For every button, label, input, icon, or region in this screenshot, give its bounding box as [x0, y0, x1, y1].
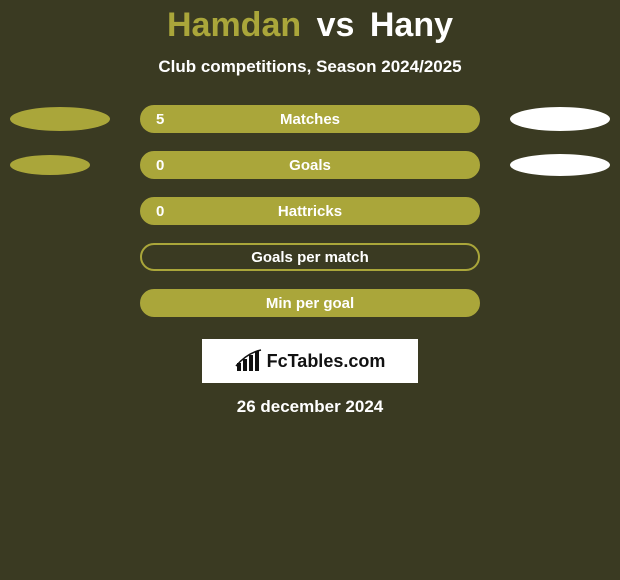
title-vs: vs — [317, 6, 355, 44]
stat-row: Goals per match — [0, 243, 620, 271]
logo-box[interactable]: FcTables.com — [202, 339, 418, 383]
stat-label: Goals per match — [142, 249, 478, 266]
barchart-icon — [235, 349, 263, 373]
player1-name: Hamdan — [167, 6, 301, 44]
left-ellipse — [10, 155, 90, 175]
stat-row: 5Matches — [0, 105, 620, 133]
stat-value-left: 0 — [156, 203, 164, 220]
stat-label: Goals — [142, 157, 478, 174]
stat-value-left: 0 — [156, 157, 164, 174]
stat-bar: 5Matches — [140, 105, 480, 133]
stats-rows: 5Matches0Goals0HattricksGoals per matchM… — [0, 105, 620, 317]
stat-bar: Goals per match — [140, 243, 480, 271]
right-ellipse — [510, 107, 610, 131]
stat-bar: 0Hattricks — [140, 197, 480, 225]
card-title: Hamdan vs Hany — [0, 0, 620, 51]
stat-value-left: 5 — [156, 111, 164, 128]
right-ellipse — [510, 154, 610, 176]
card-subtitle: Club competitions, Season 2024/2025 — [0, 57, 620, 77]
stat-bar: Min per goal — [140, 289, 480, 317]
logo-inner: FcTables.com — [235, 349, 386, 373]
player2-name: Hany — [370, 6, 453, 44]
left-ellipse — [10, 107, 110, 131]
comparison-card: Hamdan vs Hany Club competitions, Season… — [0, 0, 620, 580]
stat-row: Min per goal — [0, 289, 620, 317]
stat-label: Matches — [142, 111, 478, 128]
stat-row: 0Hattricks — [0, 197, 620, 225]
card-date: 26 december 2024 — [0, 397, 620, 417]
stat-bar: 0Goals — [140, 151, 480, 179]
stat-label: Hattricks — [142, 203, 478, 220]
stat-row: 0Goals — [0, 151, 620, 179]
logo-text: FcTables.com — [267, 351, 386, 372]
stat-label: Min per goal — [142, 295, 478, 312]
